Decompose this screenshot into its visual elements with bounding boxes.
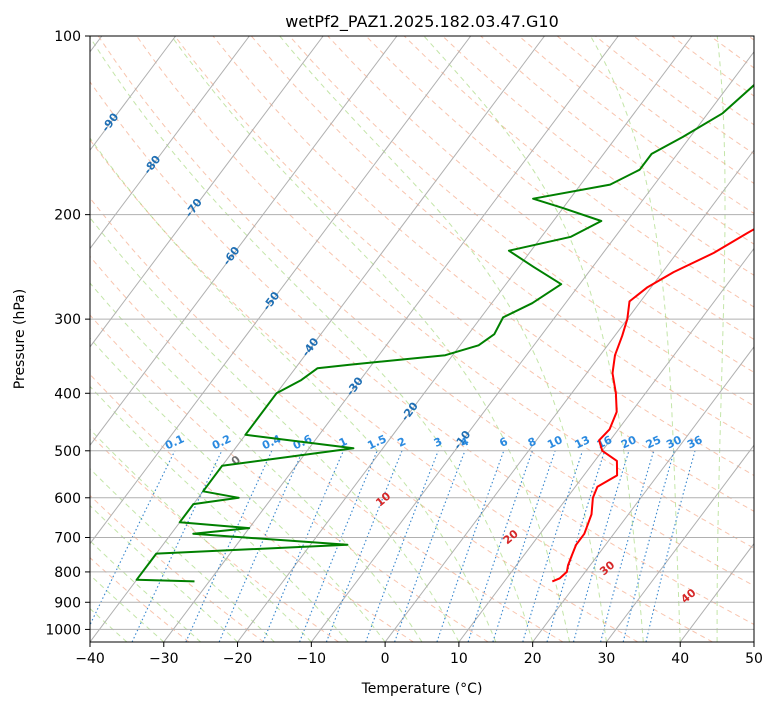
y-tick-label: 800 bbox=[54, 565, 81, 581]
moist-adiabat bbox=[90, 540, 202, 642]
x-axis-ticks: −40 −30 −20 −10 0 10 20 30 40 50 bbox=[75, 642, 763, 667]
x-axis-label: Temperature (°C) bbox=[361, 681, 483, 697]
dry-adiabat bbox=[403, 36, 754, 308]
x-tick-label: −40 bbox=[75, 651, 105, 667]
y-tick-label: 100 bbox=[54, 29, 81, 45]
dry-adiabat bbox=[90, 139, 713, 642]
y-tick-label: 500 bbox=[54, 444, 81, 460]
x-tick-label: 40 bbox=[671, 651, 689, 667]
mixing-ratio-label: 30 bbox=[664, 433, 684, 451]
mixing-ratio-line bbox=[90, 450, 176, 627]
mixing-ratio-label: 13 bbox=[573, 433, 592, 451]
isotherm bbox=[310, 50, 754, 642]
background-lines bbox=[90, 36, 754, 642]
moist-adiabat bbox=[716, 36, 726, 642]
isotherm bbox=[90, 36, 177, 151]
mixing-ratio-line bbox=[365, 450, 439, 642]
plot-area: -100-90-80-70-60-50-40-30-20-100.10.20.4… bbox=[90, 36, 754, 642]
x-tick-label: 10 bbox=[450, 651, 468, 667]
y-axis-label: Pressure (hPa) bbox=[12, 289, 28, 389]
moist-adiabat bbox=[90, 36, 534, 642]
dry-adiabat bbox=[289, 36, 754, 407]
isotherm bbox=[90, 36, 472, 545]
mixing-ratio-line bbox=[622, 450, 675, 642]
dry-adiabat bbox=[90, 80, 754, 625]
mixing-ratio-line bbox=[299, 450, 378, 642]
profile-series bbox=[135, 83, 754, 583]
x-tick-label: 20 bbox=[524, 651, 542, 667]
moist-adiabat bbox=[279, 36, 607, 642]
moist-adiabat bbox=[423, 36, 644, 642]
plot-frame bbox=[89, 35, 755, 643]
isotherm bbox=[163, 36, 619, 642]
x-tick-label: 0 bbox=[381, 651, 390, 667]
mixing-ratio-line bbox=[325, 450, 403, 642]
moist-adiabat bbox=[90, 385, 349, 642]
isotherm bbox=[90, 36, 545, 642]
mixing-ratio-line bbox=[262, 450, 344, 642]
mixing-ratio-line bbox=[218, 450, 304, 642]
pressure-gridlines bbox=[90, 36, 754, 630]
mixing-ratio-line bbox=[436, 450, 505, 642]
mixing-ratio-line bbox=[600, 450, 655, 642]
dry-adiabat bbox=[90, 197, 639, 642]
isotherm bbox=[90, 36, 324, 348]
mixing-ratio-line bbox=[467, 450, 533, 642]
temperature-profile-line bbox=[551, 228, 754, 583]
isotherm bbox=[384, 149, 754, 642]
x-tick-label: 50 bbox=[745, 651, 763, 667]
moist-adiabat bbox=[90, 574, 165, 642]
y-tick-label: 900 bbox=[54, 595, 81, 611]
mixing-ratio-line bbox=[394, 450, 466, 642]
moist-adiabat bbox=[90, 428, 312, 642]
x-tick-label: −30 bbox=[149, 651, 179, 667]
moist-adiabat bbox=[90, 216, 460, 642]
isotherm bbox=[237, 36, 693, 642]
chart-title: wetPf2_PAZ1.2025.182.03.47.G10 bbox=[285, 12, 559, 32]
dry-adiabat bbox=[136, 36, 754, 549]
mixing-ratio-line bbox=[492, 450, 556, 642]
mixing-ratio-label: 25 bbox=[644, 433, 663, 451]
dry-adiabat bbox=[174, 36, 754, 512]
dewpoint-profile-line bbox=[135, 83, 754, 583]
mixing-ratio-label: 36 bbox=[685, 433, 705, 451]
moist-adiabat bbox=[90, 467, 275, 642]
dry-adiabat bbox=[97, 36, 754, 587]
mixing-ratio-line bbox=[645, 450, 696, 642]
mixing-ratio-label: 10 bbox=[545, 433, 565, 451]
y-tick-label: 400 bbox=[54, 386, 81, 402]
mixing-ratio-line bbox=[572, 450, 630, 642]
isotherm bbox=[458, 247, 754, 642]
isotherm bbox=[606, 444, 754, 642]
mixing-ratio-line bbox=[522, 450, 584, 642]
x-tick-label: −10 bbox=[297, 651, 327, 667]
isotherm bbox=[532, 346, 754, 642]
y-tick-label: 200 bbox=[54, 208, 81, 224]
y-tick-label: 1000 bbox=[45, 622, 81, 638]
y-tick-label: 700 bbox=[54, 531, 81, 547]
mixing-ratio-label: 16 bbox=[595, 433, 615, 451]
mixing-ratio-label: 20 bbox=[619, 433, 639, 451]
x-tick-label: −20 bbox=[223, 651, 253, 667]
dry-adiabat bbox=[90, 557, 190, 642]
dry-adiabat bbox=[212, 36, 754, 477]
y-axis-ticks: 100 200 300 400 500 600 700 800 900 1000 bbox=[45, 29, 90, 638]
isotherm bbox=[90, 36, 398, 447]
y-tick-label: 600 bbox=[54, 491, 81, 507]
x-tick-label: 30 bbox=[598, 651, 616, 667]
moist-adiabat bbox=[590, 36, 681, 642]
dry-adiabat bbox=[90, 373, 414, 642]
moist-adiabat bbox=[90, 137, 497, 642]
moist-adiabat bbox=[90, 337, 386, 642]
isotherm bbox=[90, 36, 250, 250]
y-tick-label: 300 bbox=[54, 312, 81, 328]
